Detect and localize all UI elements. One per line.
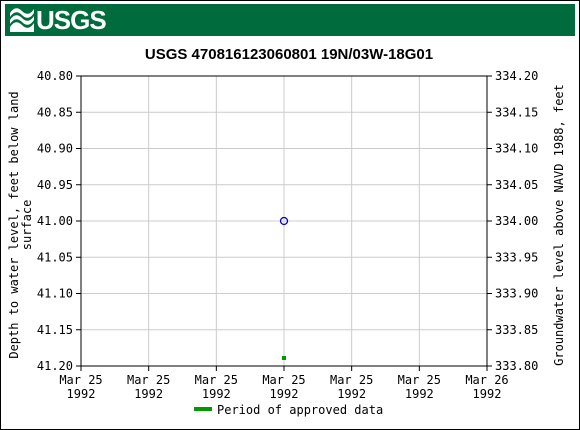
x-tick-label: 1992 [405, 387, 434, 401]
x-tick-label: 1992 [337, 387, 366, 401]
legend: Period of approved data [194, 403, 383, 417]
y-left-tick-label: 40.80 [37, 69, 73, 83]
y-right-tick-label: 333.80 [495, 359, 538, 373]
usgs-banner: USGS [5, 4, 575, 36]
x-tick-label: 1992 [134, 387, 163, 401]
data-point [279, 216, 289, 226]
usgs-logo-icon [10, 8, 34, 32]
y-left-tick-label: 40.90 [37, 142, 73, 156]
y-right-tick-label: 334.15 [495, 105, 538, 119]
x-tick-label: 1992 [67, 387, 96, 401]
data-marks [279, 216, 289, 360]
x-tick-label: 1992 [202, 387, 231, 401]
x-tick-label: 1992 [270, 387, 299, 401]
y-right-tick-label: 333.85 [495, 323, 538, 337]
x-tick-label: Mar 25 [330, 373, 373, 387]
x-tick-label: Mar 25 [262, 373, 305, 387]
x-tick-label: Mar 25 [127, 373, 170, 387]
x-tick-label: Mar 25 [195, 373, 238, 387]
ticks: 40.80 334.20 40.85 334.15 40.90 334.10 40.95 33… [37, 69, 538, 401]
y-right-tick-label: 333.90 [495, 287, 538, 301]
x-tick-label: Mar 25 [59, 373, 102, 387]
y-right-tick-label: 334.10 [495, 142, 538, 156]
y-left-tick-label: 41.00 [37, 214, 73, 228]
y-left-tick-label: 41.20 [37, 359, 73, 373]
y-left-tick-label: 40.95 [37, 178, 73, 192]
chart-title: USGS 470816123060801 19N/03W-18G01 [145, 46, 433, 63]
approved-period-marker [282, 356, 286, 360]
usgs-logo-text: USGS [36, 5, 107, 35]
grid [81, 76, 487, 366]
y-left-tick-label: 41.15 [37, 323, 73, 337]
y-left-tick-label: 41.05 [37, 250, 73, 264]
y-right-tick-label: 334.05 [495, 178, 538, 192]
legend-label: Period of approved data [217, 403, 383, 417]
y-left-tick-label: 40.85 [37, 105, 73, 119]
y-axis-right-label: Groundwater level above NAVD 1988, feet [552, 84, 566, 366]
x-tick-label: 1992 [473, 387, 502, 401]
y-axis-left-label-line2: surface [20, 200, 34, 251]
y-axis-left-label-line1: Depth to water level, feet below land [7, 91, 21, 358]
y-right-tick-label: 334.00 [495, 214, 538, 228]
y-right-tick-label: 333.95 [495, 250, 538, 264]
y-right-tick-label: 334.20 [495, 69, 538, 83]
x-tick-label: Mar 25 [398, 373, 441, 387]
y-left-tick-label: 41.10 [37, 287, 73, 301]
x-tick-label: Mar 26 [465, 373, 508, 387]
